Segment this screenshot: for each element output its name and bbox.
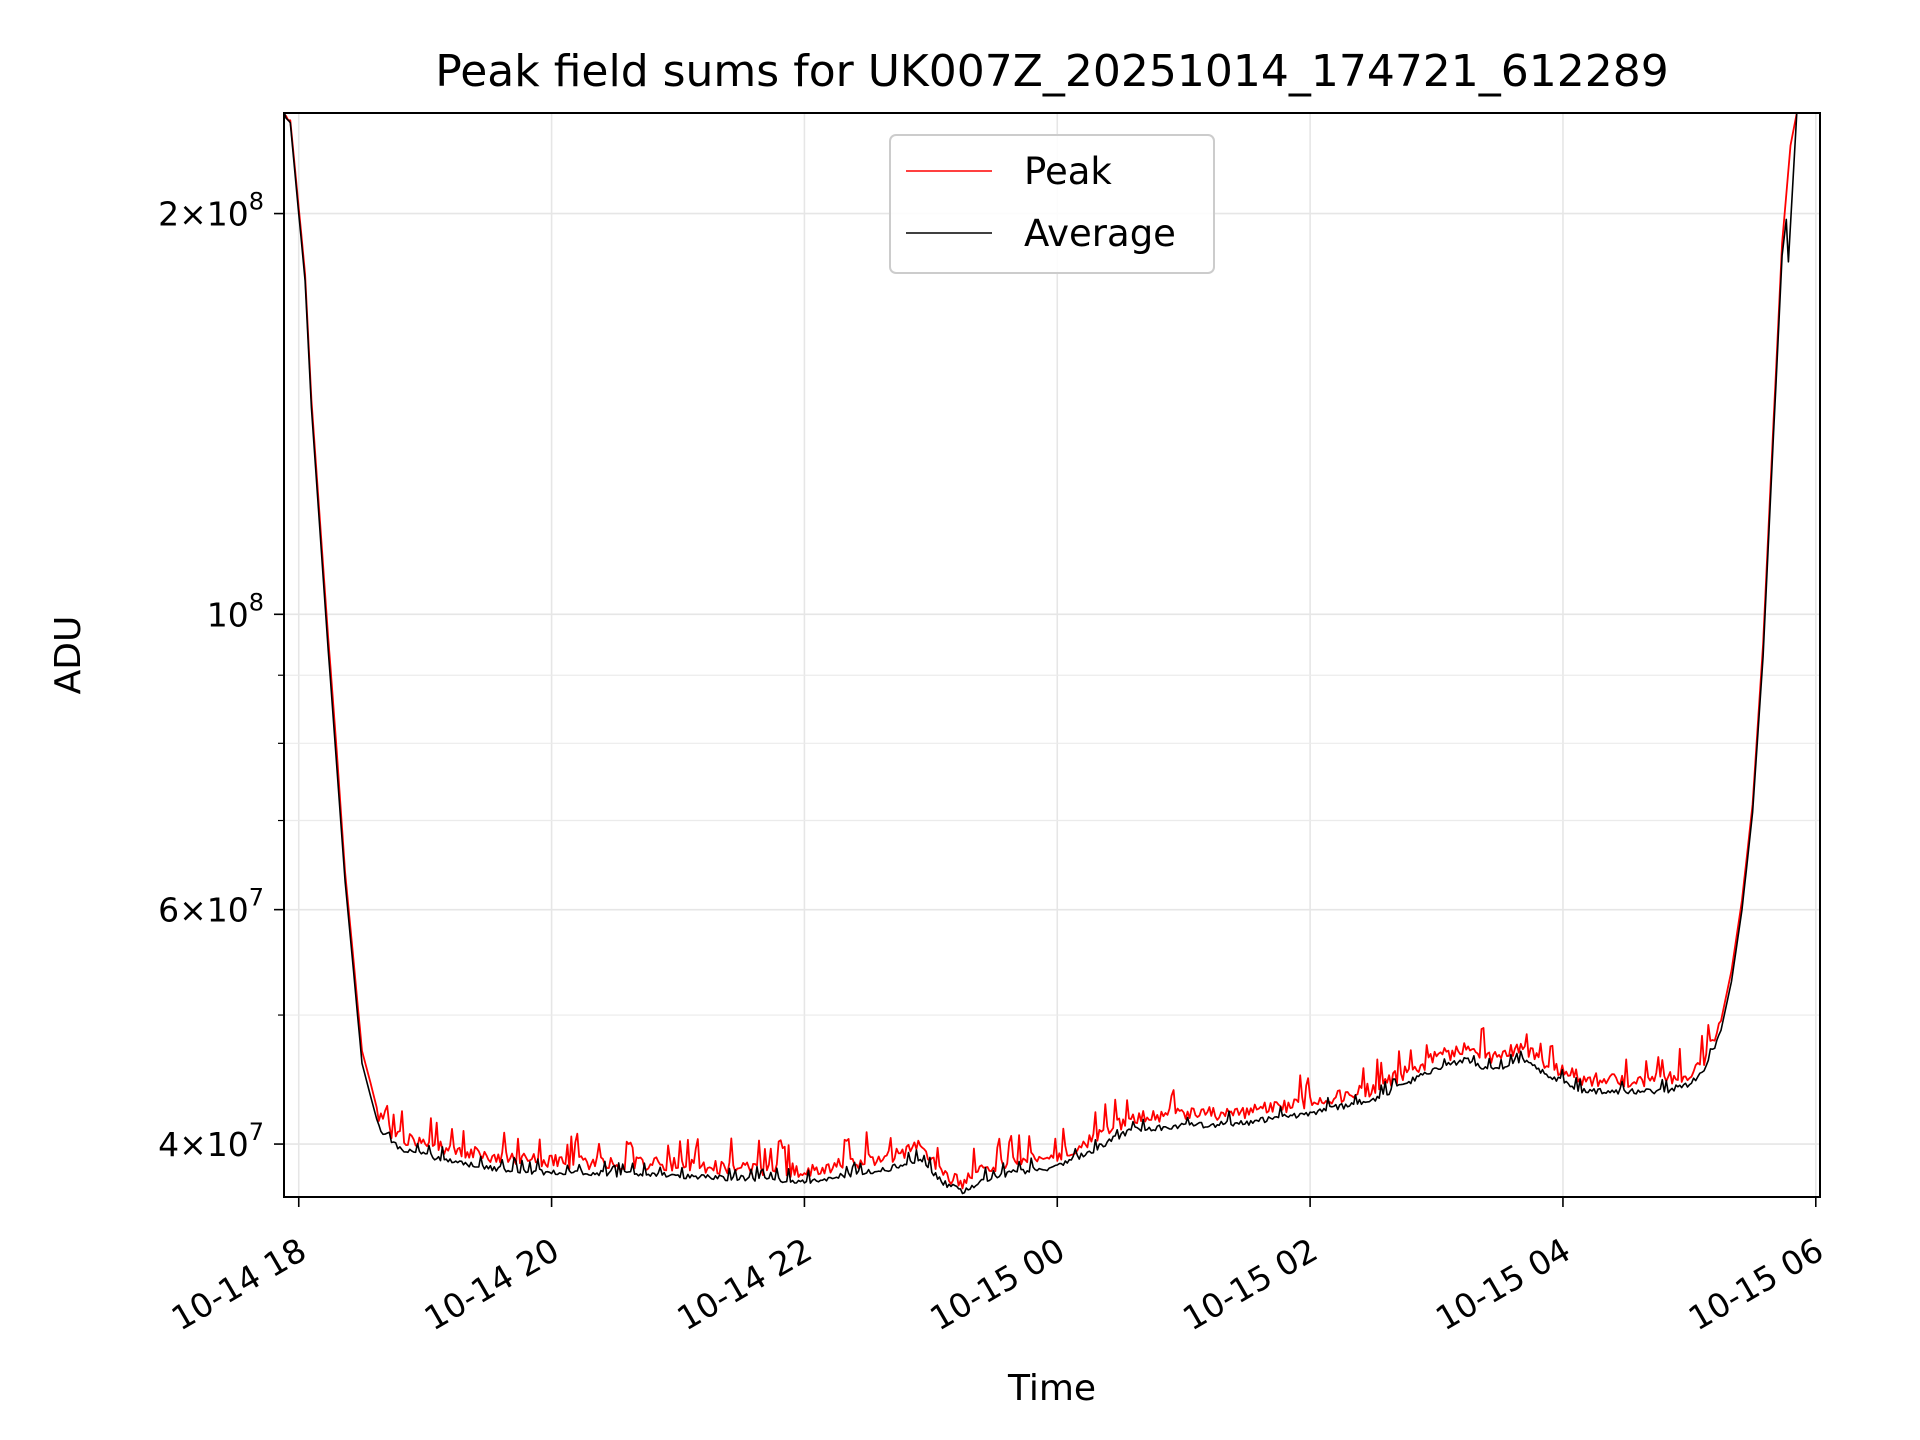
series-line-average	[284, 113, 1798, 1195]
y-tick-label: 2×108	[158, 188, 264, 234]
y-axis: 4×107 6×107 108 2×108	[158, 188, 284, 1164]
legend-peak-label: Peak	[1024, 150, 1112, 193]
y-axis-label: ADU	[48, 616, 89, 695]
plot-frame	[283, 112, 1821, 1198]
legend: Peak Average	[889, 134, 1215, 274]
chart-title: Peak field sums for UK007Z_20251014_1747…	[435, 46, 1669, 97]
legend-box	[889, 134, 1215, 274]
y-tick-label: 108	[207, 588, 264, 634]
x-axis-label: Time	[1007, 1368, 1096, 1409]
y-tick-label: 6×107	[158, 884, 264, 930]
y-tick-label: 4×107	[158, 1118, 264, 1164]
series-layer	[284, 113, 1798, 1195]
legend-average-label: Average	[1024, 212, 1176, 255]
series-line-peak	[284, 113, 1798, 1190]
